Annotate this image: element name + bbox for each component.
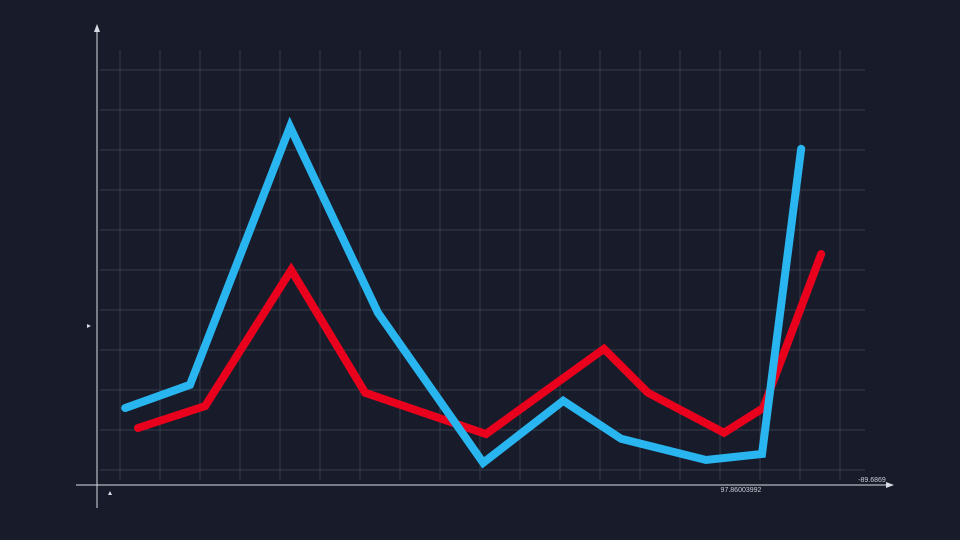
annotation: -89.6869 xyxy=(858,477,886,484)
marker xyxy=(108,491,112,495)
y-axis-arrow xyxy=(94,24,100,32)
x-axis-arrow xyxy=(886,482,894,488)
marker xyxy=(87,324,91,328)
lines xyxy=(121,116,826,469)
annotation: 97.86003992 xyxy=(721,487,762,494)
series-line xyxy=(134,250,826,439)
series-line xyxy=(121,116,806,469)
